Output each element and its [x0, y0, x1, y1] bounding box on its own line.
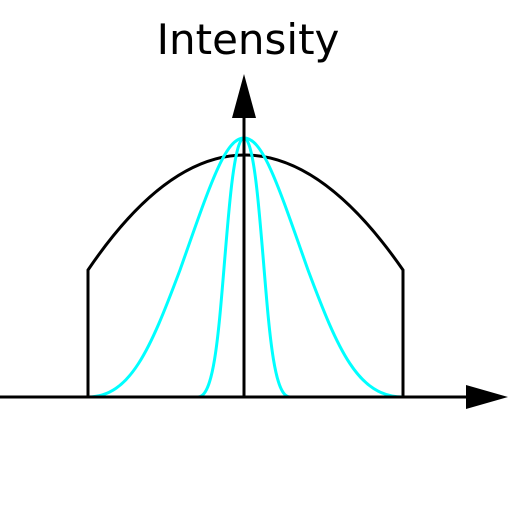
horizontal-axis-arrowhead: [466, 385, 508, 409]
vertical-axis-arrowhead: [232, 74, 256, 118]
diagram-title: Intensity: [157, 15, 340, 64]
